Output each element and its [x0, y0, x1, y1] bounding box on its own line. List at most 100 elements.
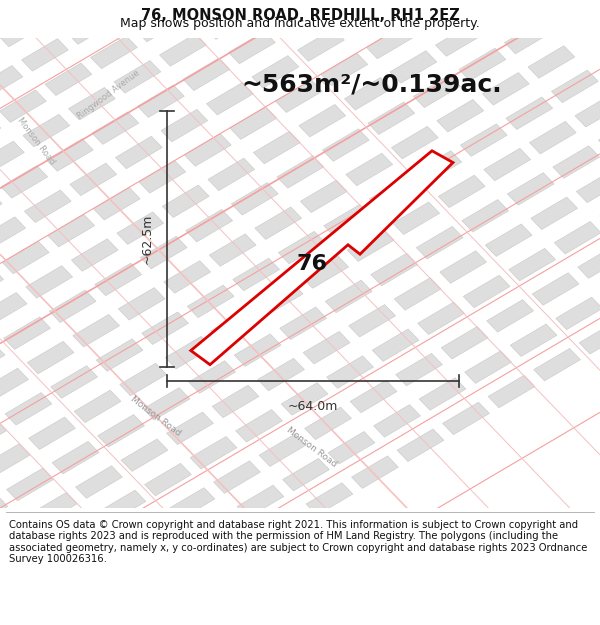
Polygon shape	[463, 275, 510, 308]
Polygon shape	[206, 82, 253, 115]
Polygon shape	[346, 153, 392, 186]
Polygon shape	[136, 9, 183, 42]
Polygon shape	[488, 375, 535, 408]
Polygon shape	[114, 61, 161, 93]
Polygon shape	[165, 336, 212, 369]
Polygon shape	[26, 266, 73, 298]
Polygon shape	[190, 436, 237, 469]
Polygon shape	[0, 419, 7, 452]
Polygon shape	[251, 0, 298, 12]
Polygon shape	[347, 229, 394, 261]
Polygon shape	[142, 312, 188, 344]
Polygon shape	[29, 417, 76, 449]
Polygon shape	[117, 212, 164, 244]
Polygon shape	[140, 236, 187, 269]
Polygon shape	[51, 366, 97, 398]
Polygon shape	[459, 48, 506, 81]
Polygon shape	[533, 348, 580, 381]
Polygon shape	[187, 285, 234, 318]
Polygon shape	[233, 258, 280, 291]
Polygon shape	[236, 409, 283, 442]
Polygon shape	[0, 344, 5, 376]
Polygon shape	[145, 463, 191, 496]
Polygon shape	[554, 221, 600, 254]
Polygon shape	[528, 46, 575, 78]
Polygon shape	[186, 209, 233, 242]
Polygon shape	[253, 131, 300, 164]
Polygon shape	[419, 378, 466, 410]
Polygon shape	[577, 170, 600, 202]
Polygon shape	[118, 288, 165, 320]
Polygon shape	[255, 207, 302, 239]
Polygon shape	[189, 361, 235, 393]
Polygon shape	[52, 441, 99, 474]
Polygon shape	[48, 214, 95, 247]
Polygon shape	[23, 114, 70, 147]
Polygon shape	[328, 431, 375, 464]
Polygon shape	[94, 188, 140, 220]
Polygon shape	[509, 248, 556, 281]
Polygon shape	[439, 175, 485, 208]
Polygon shape	[464, 351, 511, 383]
Polygon shape	[214, 461, 260, 493]
Polygon shape	[143, 388, 190, 420]
Text: Monson Road: Monson Road	[129, 394, 183, 438]
Polygon shape	[191, 512, 238, 544]
Polygon shape	[30, 492, 77, 525]
Polygon shape	[280, 307, 326, 339]
Polygon shape	[95, 263, 142, 296]
Polygon shape	[460, 124, 507, 156]
Polygon shape	[0, 368, 28, 401]
Polygon shape	[551, 70, 598, 102]
Polygon shape	[278, 231, 325, 264]
Polygon shape	[343, 2, 390, 34]
Polygon shape	[164, 261, 211, 293]
Polygon shape	[275, 80, 322, 112]
Polygon shape	[370, 177, 416, 210]
Polygon shape	[98, 414, 145, 447]
Polygon shape	[0, 117, 1, 149]
Polygon shape	[237, 485, 284, 518]
Polygon shape	[367, 26, 413, 59]
Polygon shape	[485, 224, 532, 256]
Polygon shape	[160, 34, 206, 66]
Polygon shape	[395, 353, 442, 386]
Polygon shape	[418, 302, 464, 334]
Polygon shape	[481, 0, 528, 29]
Polygon shape	[391, 126, 438, 159]
Polygon shape	[99, 490, 146, 522]
Polygon shape	[349, 304, 395, 337]
Polygon shape	[257, 358, 304, 391]
Polygon shape	[77, 541, 124, 574]
Polygon shape	[53, 517, 100, 549]
Polygon shape	[215, 536, 262, 569]
Polygon shape	[437, 99, 484, 132]
Polygon shape	[208, 158, 254, 191]
Polygon shape	[230, 107, 277, 139]
Polygon shape	[96, 339, 143, 371]
Polygon shape	[441, 326, 488, 359]
Text: ~563m²/~0.139ac.: ~563m²/~0.139ac.	[242, 73, 502, 97]
Text: Ringwood Avenue: Ringwood Avenue	[75, 68, 141, 121]
Text: 76, MONSON ROAD, REDHILL, RH1 2EZ: 76, MONSON ROAD, REDHILL, RH1 2EZ	[140, 8, 460, 22]
Polygon shape	[299, 104, 346, 137]
Polygon shape	[397, 429, 444, 461]
Polygon shape	[529, 121, 576, 154]
Polygon shape	[462, 199, 509, 232]
Polygon shape	[389, 0, 436, 8]
Polygon shape	[234, 334, 281, 366]
Polygon shape	[252, 56, 299, 88]
Polygon shape	[487, 299, 533, 332]
Polygon shape	[324, 204, 371, 237]
Polygon shape	[322, 129, 369, 161]
Polygon shape	[209, 234, 256, 266]
Polygon shape	[0, 141, 24, 174]
Polygon shape	[0, 519, 31, 552]
Polygon shape	[76, 466, 122, 498]
Polygon shape	[22, 39, 68, 71]
Polygon shape	[1, 166, 48, 198]
Polygon shape	[394, 278, 441, 310]
Polygon shape	[440, 251, 487, 283]
Polygon shape	[393, 202, 440, 234]
Polygon shape	[46, 139, 93, 171]
